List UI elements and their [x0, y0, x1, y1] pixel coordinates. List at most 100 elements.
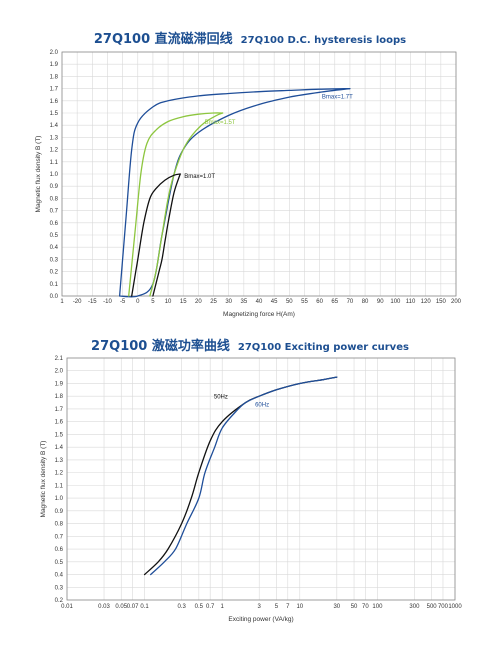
y-tick-label: 2.0 — [50, 50, 59, 56]
x-tick-label: 25 — [210, 299, 217, 305]
x-tick-label: 300 — [409, 604, 420, 610]
y-tick-label: 0.4 — [50, 245, 59, 251]
y-tick-label: 1.6 — [55, 420, 64, 426]
x-tick-label: 200 — [451, 299, 462, 305]
x-tick-label: 40 — [256, 299, 263, 305]
x-tick-label: 0.3 — [177, 604, 186, 610]
y-tick-label: 1.1 — [55, 483, 64, 489]
y-tick-label: 1.9 — [50, 62, 59, 68]
y-tick-label: 1.5 — [50, 111, 59, 117]
x-tick-label: 150 — [436, 299, 447, 305]
x-tick-label: 30 — [333, 604, 340, 610]
x-tick-label: -15 — [88, 299, 97, 305]
y-tick-label: 2.0 — [55, 369, 64, 375]
x-tick-label: 5 — [151, 299, 155, 305]
x-tick-label: -5 — [120, 299, 126, 305]
y-tick-label: 0.6 — [50, 221, 59, 227]
x-tick-label: 0.5 — [195, 604, 204, 610]
loop-1-0t-upper-branch — [131, 173, 181, 297]
loop-1-7t-upper-branch — [118, 87, 351, 297]
y-tick-label: 1.1 — [50, 160, 59, 166]
y-tick-label: 0.1 — [50, 282, 59, 288]
y-tick-label: 1.7 — [55, 407, 64, 413]
x-tick-label: 35 — [241, 299, 248, 305]
x-tick-label: 70 — [347, 299, 354, 305]
x-tick-label: 5 — [275, 604, 279, 610]
x-tick-label: 1 — [60, 299, 64, 305]
hysteresis-title-en: 27Q100 D.C. hysteresis loops — [240, 35, 407, 46]
y-tick-label: 0.8 — [55, 522, 64, 528]
loop-1-7t-lower-branch — [118, 87, 351, 298]
y-tick-label: 0.8 — [50, 196, 59, 202]
x-tick-label: 80 — [362, 299, 369, 305]
hysteresis-title-zh: 27Q100 直流磁滞回线 — [93, 32, 233, 47]
x-tick-label: 0.1 — [140, 604, 149, 610]
x-tick-label: 50 — [351, 604, 358, 610]
y-tick-label: 1.0 — [50, 172, 59, 178]
exciting-power-chart-title: 27Q100 激磁功率曲线 27Q100 Exciting power curve… — [0, 335, 500, 354]
x-tick-label: 100 — [390, 299, 401, 305]
y-tick-label: 0.9 — [55, 509, 64, 515]
x-tick-label: 700 — [438, 604, 449, 610]
x-axis-label: Magnetizing force H(Am) — [223, 311, 295, 318]
x-tick-label: 90 — [377, 299, 384, 305]
x-tick-label: 7 — [286, 604, 290, 610]
y-tick-label: 0.2 — [50, 270, 59, 276]
plot-frame — [66, 357, 456, 601]
x-tick-label: 0.05 — [115, 604, 127, 610]
curve-50hz-label: 50Hz — [214, 395, 228, 401]
loop-1-0t-lower-branch — [152, 173, 181, 297]
y-tick-label: 0.0 — [50, 294, 59, 300]
y-axis-label: Magnetic flux density B (T) — [35, 136, 42, 213]
y-tick-label: 1.5 — [55, 432, 64, 438]
x-tick-label: 0.01 — [61, 604, 73, 610]
exciting-power-title-zh: 27Q100 激磁功率曲线 — [91, 339, 230, 354]
y-tick-label: 0.3 — [50, 257, 59, 263]
y-tick-label: 0.5 — [55, 560, 64, 566]
y-tick-label: 1.3 — [55, 458, 64, 464]
x-axis-label: Exciting power (VA/kg) — [228, 616, 293, 623]
y-axis-label: Magnetic flux density B (T) — [40, 441, 47, 518]
x-tick-label: 10 — [296, 604, 303, 610]
y-tick-label: 1.6 — [50, 99, 59, 105]
curve-60hz — [150, 376, 338, 576]
y-tick-label: 1.0 — [55, 496, 64, 502]
exciting-power-title-en: 27Q100 Exciting power curves — [237, 342, 409, 353]
x-tick-label: -20 — [73, 299, 82, 305]
x-tick-label: 500 — [427, 604, 438, 610]
loop-1-7t-label: Bmax=1.7T — [322, 95, 353, 101]
y-tick-label: 0.4 — [55, 573, 64, 579]
x-tick-label: 55 — [301, 299, 308, 305]
y-tick-label: 1.8 — [50, 74, 59, 80]
y-tick-label: 0.6 — [55, 547, 64, 553]
y-tick-label: 0.3 — [55, 585, 64, 591]
x-tick-label: 65 — [331, 299, 338, 305]
y-tick-label: 1.2 — [55, 471, 64, 477]
y-tick-label: 1.9 — [55, 381, 64, 387]
y-tick-label: 0.7 — [50, 209, 59, 215]
y-tick-label: 0.5 — [50, 233, 59, 239]
x-tick-label: 20 — [195, 299, 202, 305]
x-tick-label: 70 — [362, 604, 369, 610]
y-tick-label: 1.8 — [55, 394, 64, 400]
x-tick-label: 3 — [258, 604, 262, 610]
loop-1-5t-label: Bmax=1.5T — [205, 120, 236, 126]
x-tick-label: 30 — [225, 299, 232, 305]
y-tick-label: 2.1 — [55, 356, 64, 362]
loop-1-5t-lower-branch — [149, 112, 224, 297]
x-tick-label: 0.7 — [206, 604, 215, 610]
x-tick-label: 10 — [165, 299, 172, 305]
x-tick-label: 0.03 — [98, 604, 110, 610]
loop-1-0t-label: Bmax=1.0T — [184, 174, 215, 180]
y-tick-label: 1.4 — [50, 123, 59, 129]
hysteresis-chart-title: 27Q100 直流磁滞回线 27Q100 D.C. hysteresis loop… — [0, 28, 500, 47]
x-tick-label: 110 — [406, 299, 416, 305]
plot-frame — [61, 51, 457, 297]
x-tick-label: 1 — [221, 604, 225, 610]
y-tick-label: 1.2 — [50, 148, 59, 154]
x-tick-label: 50 — [286, 299, 293, 305]
y-tick-label: 0.7 — [55, 534, 64, 540]
x-tick-label: 0.07 — [127, 604, 139, 610]
y-tick-label: 1.3 — [50, 135, 59, 141]
x-tick-label: 60 — [316, 299, 323, 305]
